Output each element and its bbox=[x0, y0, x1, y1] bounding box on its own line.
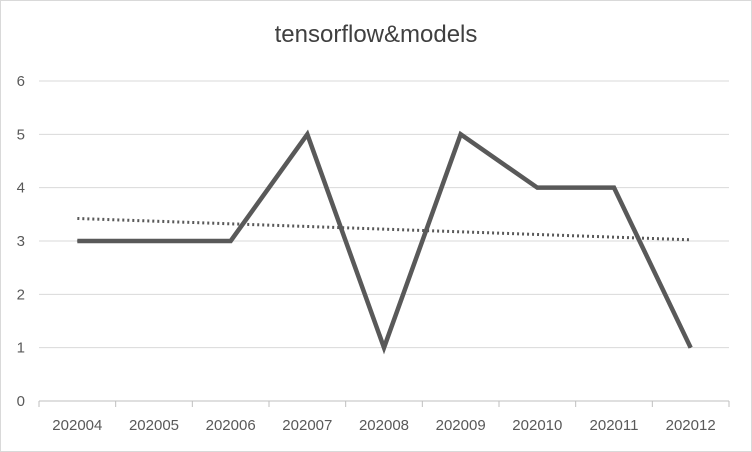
y-tick-label: 6 bbox=[17, 73, 25, 90]
trendline bbox=[77, 216, 691, 242]
data-point bbox=[153, 240, 155, 242]
y-tick-label: 3 bbox=[17, 233, 25, 250]
y-tick-label: 5 bbox=[17, 126, 25, 143]
chart-title: tensorflow&models bbox=[274, 21, 478, 48]
x-tick-label: 202007 bbox=[282, 417, 332, 434]
data-point bbox=[536, 187, 538, 189]
data-point bbox=[460, 133, 462, 135]
x-tick-label: 202012 bbox=[666, 417, 716, 434]
y-tick-label: 2 bbox=[17, 286, 25, 303]
x-tick-label: 202006 bbox=[206, 417, 256, 434]
x-tick-label: 202004 bbox=[52, 417, 102, 434]
y-tick-label: 4 bbox=[17, 180, 25, 197]
data-point bbox=[690, 347, 692, 349]
x-tick-label: 202009 bbox=[436, 417, 486, 434]
x-tick-label: 202005 bbox=[129, 417, 179, 434]
data-point bbox=[383, 347, 385, 349]
x-tick-label: 202011 bbox=[590, 417, 639, 434]
data-point bbox=[613, 187, 615, 189]
x-tick-label: 202010 bbox=[512, 417, 562, 434]
y-tick-label: 0 bbox=[17, 393, 25, 410]
data-point bbox=[230, 240, 232, 242]
x-tick-label: 202008 bbox=[359, 417, 409, 434]
data-point bbox=[76, 240, 78, 242]
data-point bbox=[306, 133, 308, 135]
y-tick-label: 1 bbox=[17, 340, 25, 357]
